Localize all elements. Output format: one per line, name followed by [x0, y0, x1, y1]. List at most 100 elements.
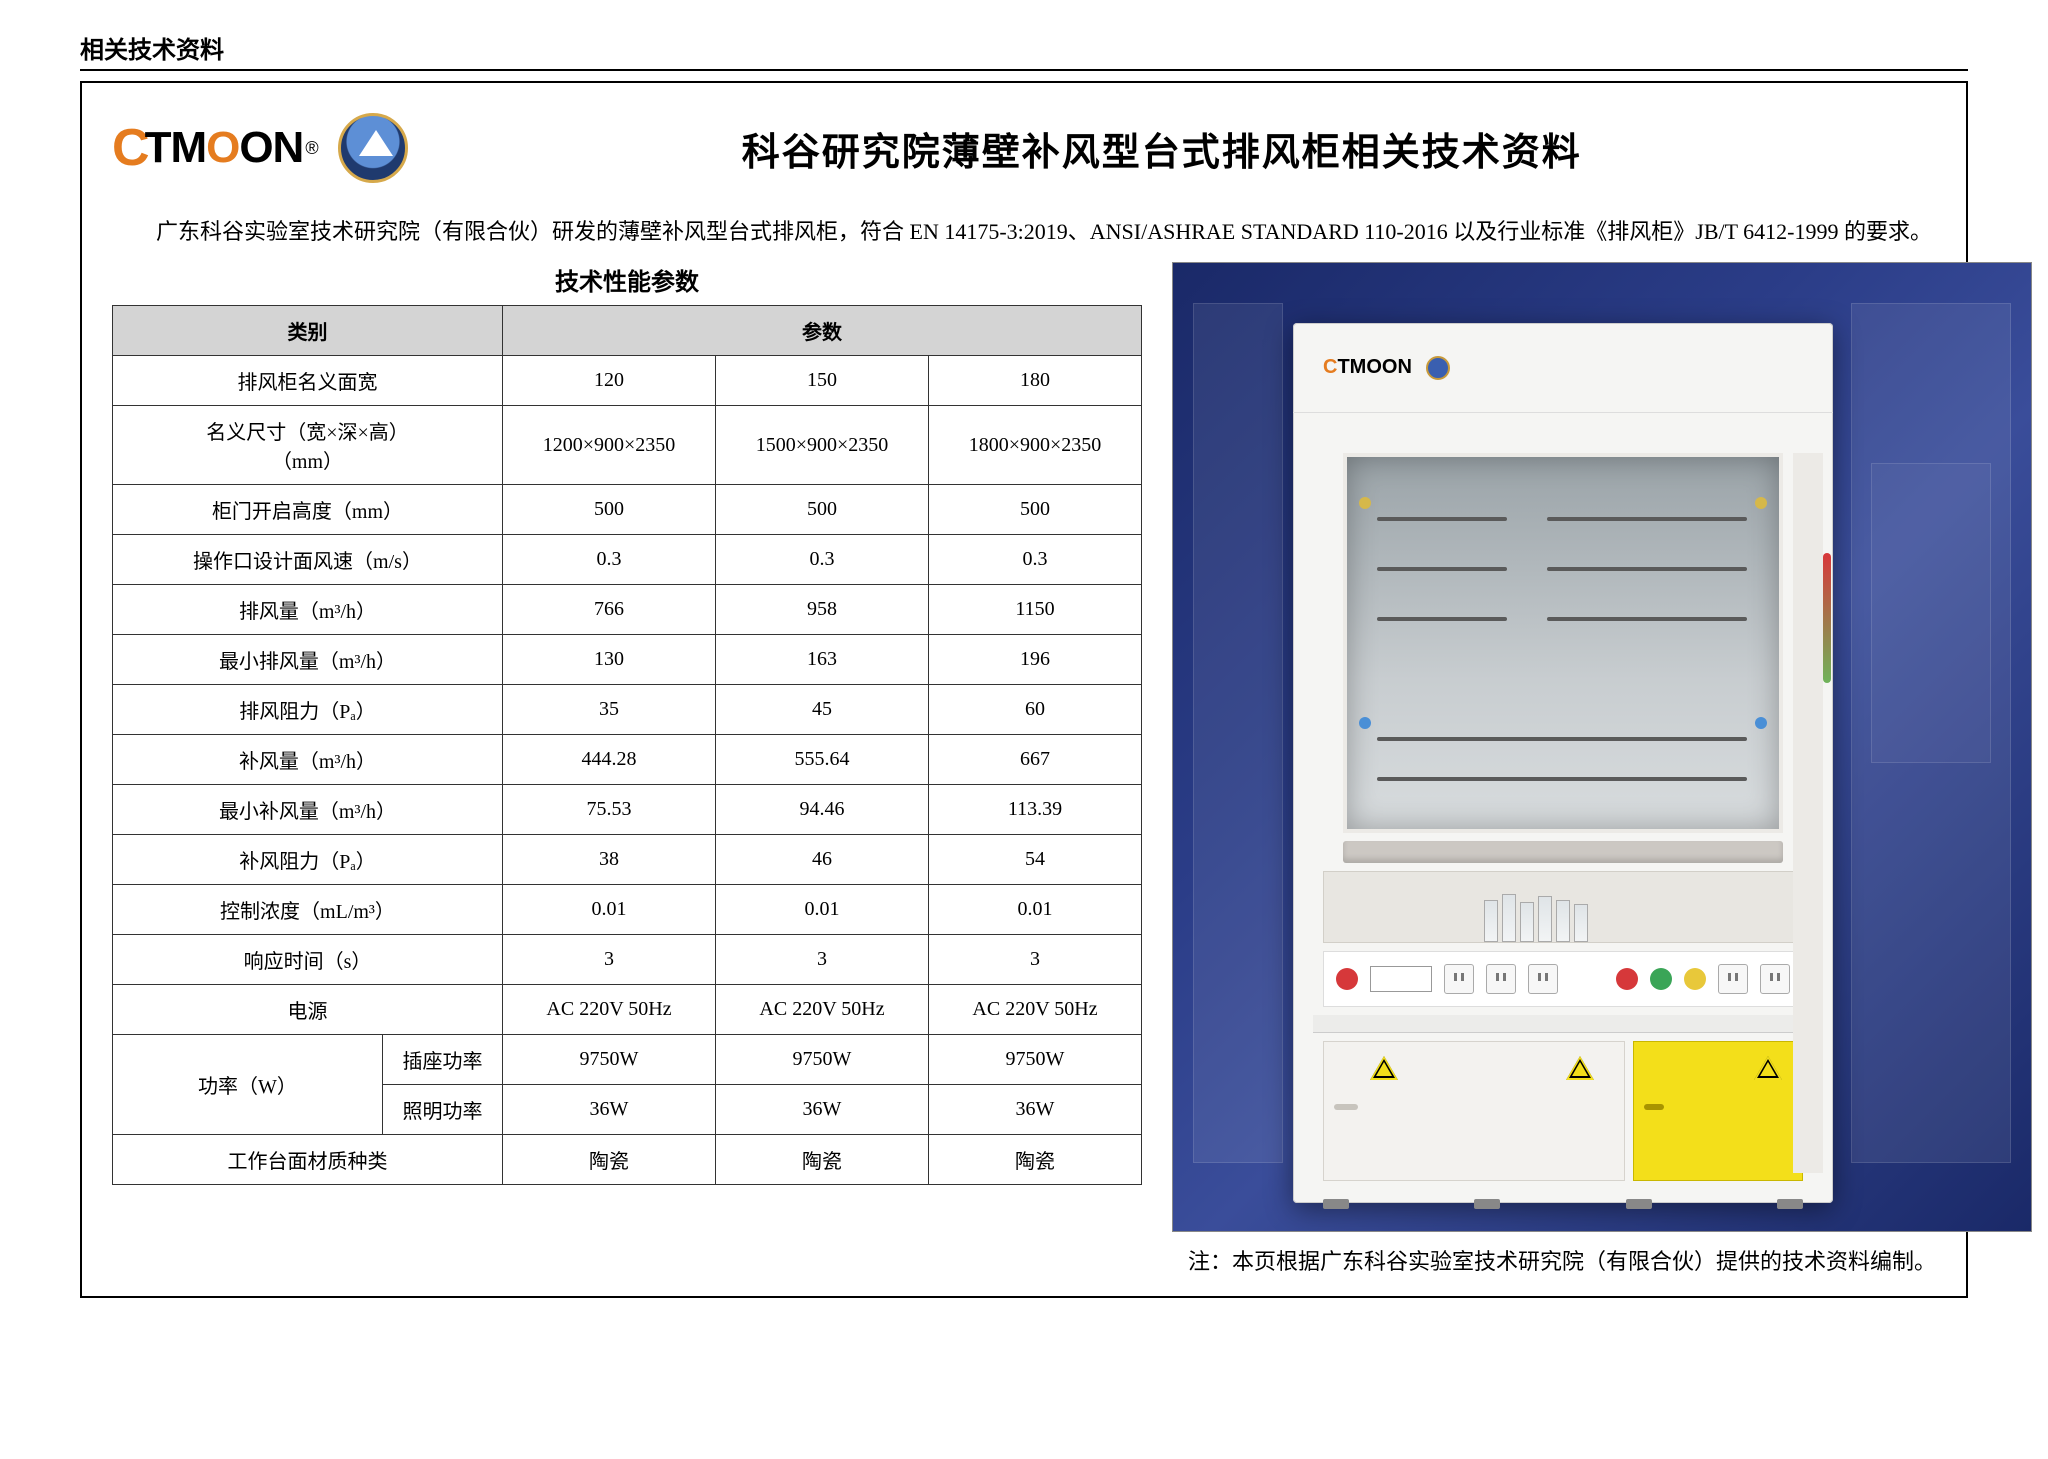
table-cell: 陶瓷: [503, 1135, 716, 1185]
table-row: 最小排风量（m³/h）130163196: [113, 635, 1142, 685]
sash-handle: [1343, 841, 1783, 863]
table-row: 柜门开启高度（mm）500500500: [113, 485, 1142, 535]
table-row: 排风柜名义面宽120150180: [113, 356, 1142, 406]
product-photo: CTMOON: [1172, 262, 2032, 1232]
table-cell: 766: [503, 585, 716, 635]
table-cell: 75.53: [503, 785, 716, 835]
table-cell: 照明功率: [383, 1085, 503, 1135]
table-cell: 1150: [929, 585, 1142, 635]
table-cell: 54: [929, 835, 1142, 885]
section-header: 相关技术资料: [80, 30, 1968, 71]
table-cell: 3: [716, 935, 929, 985]
table-cell: 0.01: [716, 885, 929, 935]
table-cell: 555.64: [716, 735, 929, 785]
table-cell: 柜门开启高度（mm）: [113, 485, 503, 535]
outlet-icon: [1528, 964, 1558, 994]
table-cell: 0.3: [716, 535, 929, 585]
button-icon: [1650, 968, 1672, 990]
document-frame: CTMOON® 科谷研究院薄壁补风型台式排风柜相关技术资料 广东科谷实验室技术研…: [80, 81, 1968, 1298]
table-cell: 150: [716, 356, 929, 406]
table-cell: 电源: [113, 985, 503, 1035]
table-cell: 36W: [503, 1085, 716, 1135]
cabinet-tmoon-logo: CTMOON: [1323, 356, 1412, 379]
th-params: 参数: [503, 306, 1142, 356]
header-row: CTMOON® 科谷研究院薄壁补风型台式排风柜相关技术资料: [112, 113, 1936, 183]
table-cell: 功率（W）: [113, 1035, 383, 1135]
outlet-icon: [1444, 964, 1474, 994]
table-cell: 最小排风量（m³/h）: [113, 635, 503, 685]
table-row: 功率（W）插座功率9750W9750W9750W: [113, 1035, 1142, 1085]
table-cell: 35: [503, 685, 716, 735]
table-cell: 控制浓度（mL/m³）: [113, 885, 503, 935]
table-cell: 排风阻力（Pₐ）: [113, 685, 503, 735]
table-cell: AC 220V 50Hz: [503, 985, 716, 1035]
table-row: 补风量（m³/h）444.28555.64667: [113, 735, 1142, 785]
table-cell: 113.39: [929, 785, 1142, 835]
work-surface: [1323, 871, 1803, 943]
table-row: 操作口设计面风速（m/s）0.30.30.3: [113, 535, 1142, 585]
outlet-icon: [1486, 964, 1516, 994]
table-cell: 9750W: [503, 1035, 716, 1085]
table-row: 工作台面材质种类陶瓷陶瓷陶瓷: [113, 1135, 1142, 1185]
table-cell: 1800×900×2350: [929, 406, 1142, 485]
table-cell: 45: [716, 685, 929, 735]
control-panel: [1323, 951, 1803, 1007]
document-title: 科谷研究院薄壁补风型台式排风柜相关技术资料: [468, 121, 1856, 176]
table-cell: 9750W: [929, 1035, 1142, 1085]
table-cell: 120: [503, 356, 716, 406]
table-cell: 36W: [929, 1085, 1142, 1135]
table-cell: 180: [929, 356, 1142, 406]
tmoon-logo: CTMOON®: [112, 118, 318, 178]
cabinet-seal-icon: [1426, 356, 1450, 380]
table-row: 控制浓度（mL/m³）0.010.010.01: [113, 885, 1142, 935]
table-row: 排风阻力（Pₐ）354560: [113, 685, 1142, 735]
table-title: 技术性能参数: [112, 262, 1142, 297]
cabinet-door-left: [1323, 1041, 1625, 1181]
table-cell: 0.3: [929, 535, 1142, 585]
table-cell: 响应时间（s）: [113, 935, 503, 985]
table-cell: 60: [929, 685, 1142, 735]
table-cell: 排风柜名义面宽: [113, 356, 503, 406]
table-cell: 130: [503, 635, 716, 685]
button-icon: [1616, 968, 1638, 990]
table-cell: 陶瓷: [929, 1135, 1142, 1185]
table-cell: 0.3: [503, 535, 716, 585]
table-cell: 958: [716, 585, 929, 635]
table-cell: 46: [716, 835, 929, 885]
table-cell: 名义尺寸（宽×深×高）（mm）: [113, 406, 503, 485]
table-cell: 196: [929, 635, 1142, 685]
table-cell: 667: [929, 735, 1142, 785]
table-cell: 9750W: [716, 1035, 929, 1085]
outlet-icon: [1760, 964, 1790, 994]
table-cell: 0.01: [503, 885, 716, 935]
table-cell: 1500×900×2350: [716, 406, 929, 485]
cabinet-door-yellow: [1633, 1041, 1803, 1181]
table-cell: 补风阻力（Pₐ）: [113, 835, 503, 885]
table-cell: 0.01: [929, 885, 1142, 935]
table-cell: 1200×900×2350: [503, 406, 716, 485]
table-cell: 插座功率: [383, 1035, 503, 1085]
table-cell: 补风量（m³/h）: [113, 735, 503, 785]
outlet-icon: [1718, 964, 1748, 994]
table-cell: 500: [716, 485, 929, 535]
table-row: 电源AC 220V 50HzAC 220V 50HzAC 220V 50Hz: [113, 985, 1142, 1035]
table-row: 响应时间（s）333: [113, 935, 1142, 985]
button-icon: [1684, 968, 1706, 990]
table-cell: 500: [503, 485, 716, 535]
stop-button-icon: [1336, 968, 1358, 990]
table-cell: 排风量（m³/h）: [113, 585, 503, 635]
table-cell: 94.46: [716, 785, 929, 835]
table-cell: 36W: [716, 1085, 929, 1135]
footnote: 注：本页根据广东科谷实验室技术研究院（有限合伙）提供的技术资料编制。: [112, 1244, 1936, 1276]
lcd-display: [1370, 966, 1432, 992]
table-cell: 163: [716, 635, 929, 685]
table-cell: 陶瓷: [716, 1135, 929, 1185]
institute-seal-icon: [338, 113, 408, 183]
table-cell: 工作台面材质种类: [113, 1135, 503, 1185]
intro-paragraph: 广东科谷实验室技术研究院（有限合伙）研发的薄壁补风型台式排风柜，符合 EN 14…: [112, 213, 1936, 250]
th-category: 类别: [113, 306, 503, 356]
table-row: 最小补风量（m³/h）75.5394.46113.39: [113, 785, 1142, 835]
table-cell: 3: [503, 935, 716, 985]
table-cell: AC 220V 50Hz: [716, 985, 929, 1035]
table-cell: 3: [929, 935, 1142, 985]
